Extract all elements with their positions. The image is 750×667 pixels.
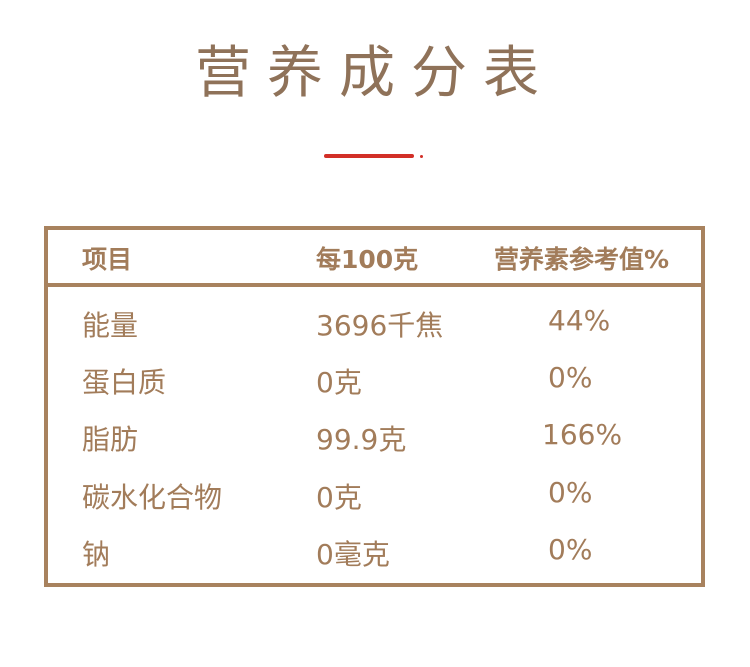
- row-nrv: 0%: [548, 476, 593, 509]
- divider-dot: [420, 155, 423, 158]
- row-value: 0克: [316, 481, 362, 514]
- header-per-100g: 每100克: [316, 245, 419, 274]
- title-divider: [324, 154, 414, 158]
- row-value: 3696千焦: [316, 309, 444, 342]
- row-label: 钠: [82, 538, 111, 571]
- nutrition-table: 项目 每100克 营养素参考值% 能量 3696千焦 44% 蛋白质 0克 0%…: [44, 226, 705, 587]
- row-label: 能量: [82, 309, 139, 342]
- row-nrv: 0%: [548, 361, 593, 394]
- row-value: 0毫克: [316, 538, 390, 571]
- row-nrv: 44%: [548, 304, 611, 337]
- header-item: 项目: [82, 245, 133, 274]
- page-title: 营养成分表: [195, 41, 555, 106]
- row-label: 脂肪: [82, 423, 139, 456]
- header-nrv: 营养素参考值%: [494, 245, 670, 274]
- row-nrv: 0%: [548, 533, 593, 566]
- row-label: 蛋白质: [82, 366, 167, 399]
- row-nrv: 166%: [542, 418, 623, 451]
- row-value: 99.9克: [316, 423, 407, 456]
- row-value: 0克: [316, 366, 362, 399]
- row-label: 碳水化合物: [82, 481, 223, 514]
- table-header: 项目 每100克 营养素参考值%: [48, 230, 701, 287]
